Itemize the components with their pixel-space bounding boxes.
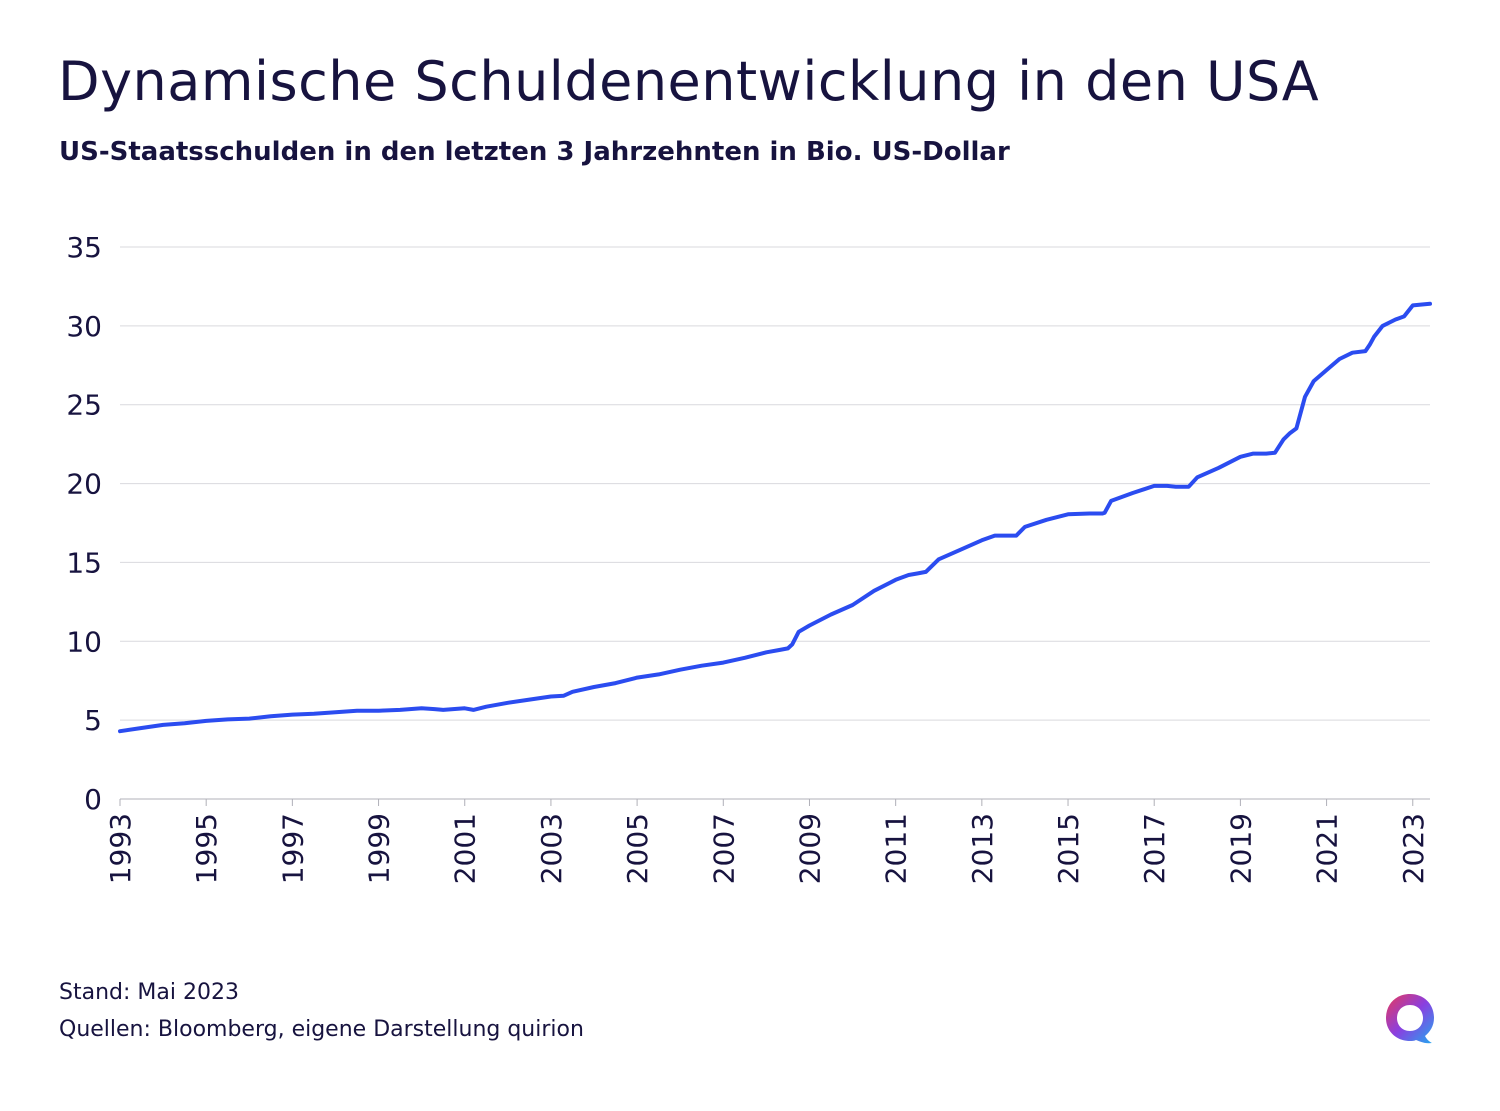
quirion-logo-icon — [1386, 994, 1434, 1044]
y-tick-label: 10 — [66, 625, 102, 658]
y-tick-label: 0 — [84, 783, 102, 816]
y-tick-label: 35 — [66, 231, 102, 264]
x-tick-label: 2009 — [793, 813, 826, 884]
x-axis-tick-labels: 1993 1995 1997 1999 2001 2003 2005 2007 2009 2011… — [104, 813, 1430, 884]
footer-stand: Stand: Mai 2023 — [59, 980, 239, 1005]
x-tick-label: 2005 — [621, 813, 654, 884]
y-tick-label: 20 — [66, 468, 102, 501]
y-tick-label: 25 — [66, 389, 102, 422]
x-tick-label: 2007 — [707, 813, 740, 884]
series-line — [118, 301, 1432, 734]
x-tick-label: 2021 — [1311, 813, 1344, 884]
y-tick-label: 15 — [66, 546, 102, 579]
chart-title: Dynamische Schuldenentwicklung in den US… — [58, 50, 1320, 113]
gridlines — [119, 246, 1430, 806]
y-axis-tick-labels: 0 5 10 15 20 25 30 35 — [66, 231, 102, 816]
y-tick-label: 30 — [66, 310, 102, 343]
x-tick-label: 1999 — [363, 813, 396, 884]
chart-subtitle: US-Staatsschulden in den letzten 3 Jahrz… — [59, 137, 1010, 167]
x-tick-label: 2015 — [1052, 813, 1085, 884]
x-tick-label: 1995 — [190, 813, 223, 884]
x-tick-label: 2013 — [966, 813, 999, 884]
x-tick-label: 2023 — [1397, 813, 1430, 884]
x-tick-label: 2019 — [1224, 813, 1257, 884]
footer-sources: Quellen: Bloomberg, eigene Darstellung q… — [59, 1017, 584, 1042]
x-tick-label: 1997 — [276, 813, 309, 884]
line-chart: 0 5 10 15 20 25 30 35 1993 1995 1997 1999 2001 2003 2… — [66, 231, 1432, 884]
x-tick-label: 1993 — [104, 813, 137, 884]
x-tick-label: 2017 — [1138, 813, 1171, 884]
y-tick-label: 5 — [84, 704, 102, 737]
x-tick-label: 2011 — [880, 813, 913, 884]
x-tick-label: 2001 — [449, 813, 482, 884]
x-tick-label: 2003 — [535, 813, 568, 884]
